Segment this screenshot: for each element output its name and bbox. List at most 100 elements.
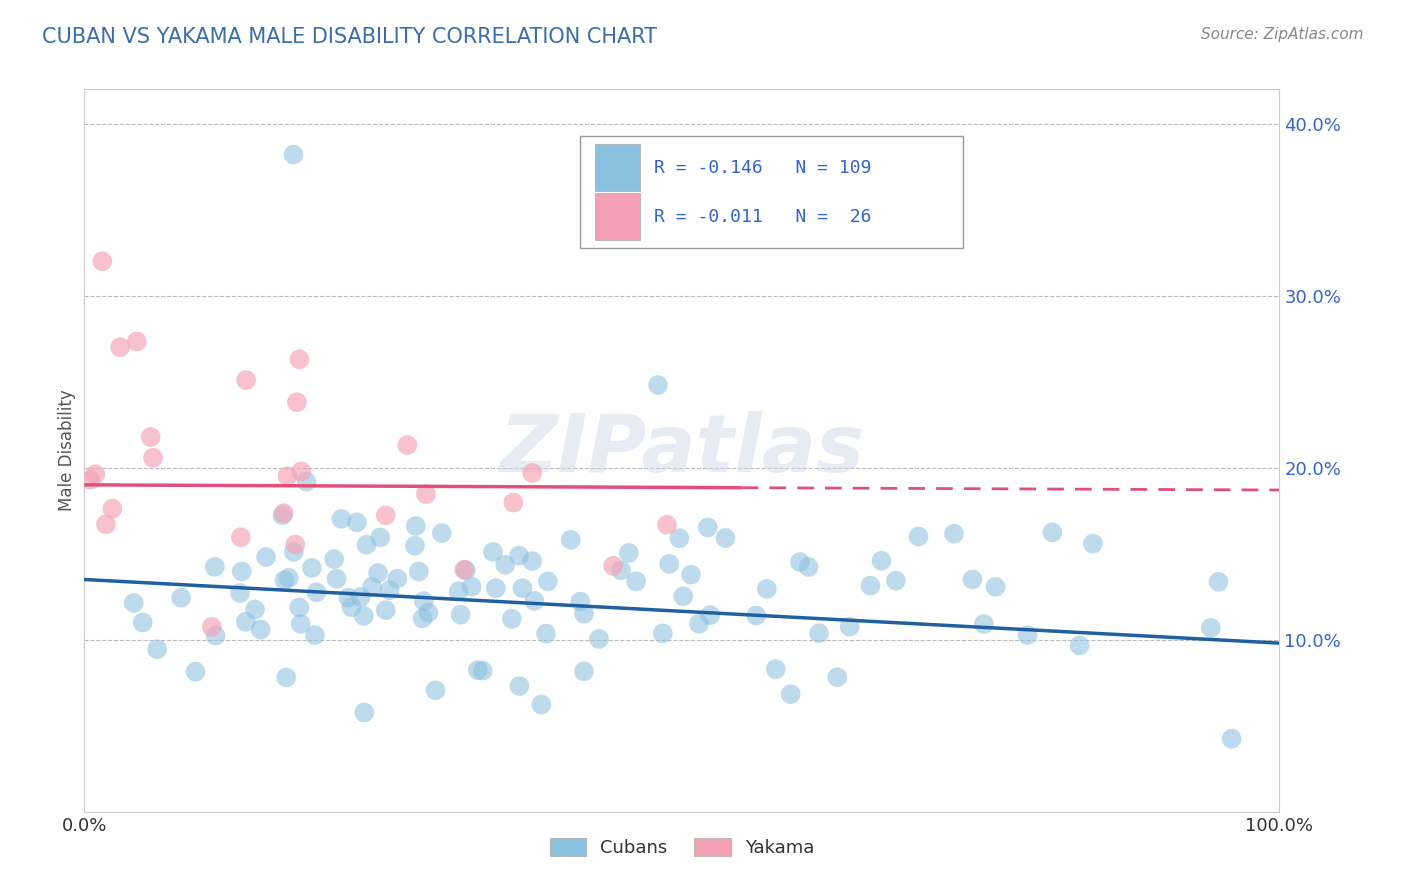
Point	[84, 467, 107, 482]
Point	[350, 590, 373, 604]
Point	[485, 581, 508, 595]
Point	[482, 545, 505, 559]
Point	[651, 626, 673, 640]
Point	[412, 594, 434, 608]
Point	[408, 565, 430, 579]
Point	[361, 580, 384, 594]
Point	[1199, 621, 1222, 635]
Point	[353, 706, 375, 720]
Point	[170, 591, 193, 605]
Point	[755, 582, 778, 596]
Point	[537, 574, 560, 589]
Point	[337, 591, 360, 605]
Point	[1220, 731, 1243, 746]
Point	[276, 670, 298, 684]
Point	[672, 590, 695, 604]
Point	[404, 539, 426, 553]
Point	[273, 506, 295, 520]
Point	[330, 512, 353, 526]
Point	[1208, 574, 1230, 589]
Point	[588, 632, 610, 646]
Point	[396, 438, 419, 452]
Point	[453, 563, 475, 577]
Point	[415, 487, 437, 501]
Point	[323, 552, 346, 566]
Point	[508, 549, 530, 563]
Point	[271, 508, 294, 523]
Point	[943, 526, 966, 541]
Point	[325, 572, 347, 586]
Point	[378, 583, 401, 598]
Point	[235, 615, 257, 629]
Point	[356, 538, 378, 552]
Point	[290, 464, 312, 478]
Point	[367, 566, 389, 580]
Point	[277, 571, 299, 585]
Point	[838, 619, 860, 633]
Text: R = -0.011   N =  26: R = -0.011 N = 26	[654, 208, 872, 226]
Point	[340, 600, 363, 615]
Point	[560, 533, 582, 547]
Point	[450, 607, 472, 622]
Point	[132, 615, 155, 630]
Point	[405, 519, 427, 533]
Point	[522, 466, 544, 480]
Point	[1081, 536, 1104, 550]
Point	[502, 495, 524, 509]
Point	[425, 683, 447, 698]
Point	[101, 501, 124, 516]
Point	[797, 560, 820, 574]
Point	[430, 526, 453, 541]
Point	[647, 378, 669, 392]
Point	[1042, 525, 1064, 540]
Text: ZIPatlas: ZIPatlas	[499, 411, 865, 490]
Point	[91, 254, 114, 268]
Point	[249, 623, 271, 637]
Point	[714, 531, 737, 545]
Point	[522, 554, 544, 568]
Point	[283, 545, 305, 559]
Point	[304, 628, 326, 642]
Point	[346, 516, 368, 530]
Point	[229, 586, 252, 600]
Point	[243, 602, 266, 616]
Point	[122, 596, 145, 610]
Point	[467, 663, 489, 677]
Legend: Cubans, Yakama: Cubans, Yakama	[543, 830, 821, 864]
Point	[418, 606, 440, 620]
Point	[523, 594, 546, 608]
Point	[368, 530, 391, 544]
Point	[962, 573, 984, 587]
Point	[412, 611, 434, 625]
Point	[288, 600, 311, 615]
Point	[984, 580, 1007, 594]
Point	[658, 557, 681, 571]
Point	[808, 626, 831, 640]
Point	[825, 670, 848, 684]
Point	[295, 475, 318, 489]
Point	[290, 616, 312, 631]
Text: Source: ZipAtlas.com: Source: ZipAtlas.com	[1201, 27, 1364, 42]
Point	[461, 580, 484, 594]
Point	[1017, 628, 1039, 642]
Point	[512, 581, 534, 595]
Bar	[595, 194, 640, 240]
Point	[789, 555, 811, 569]
Point	[142, 450, 165, 465]
Y-axis label: Male Disability: Male Disability	[58, 390, 76, 511]
Point	[301, 561, 323, 575]
Point	[530, 698, 553, 712]
Point	[283, 147, 305, 161]
Point	[688, 616, 710, 631]
Point	[231, 565, 253, 579]
Point	[471, 664, 494, 678]
Point	[1069, 639, 1091, 653]
Point	[501, 612, 523, 626]
Point	[79, 473, 101, 487]
Point	[569, 594, 592, 608]
Point	[779, 687, 801, 701]
Point	[870, 554, 893, 568]
Point	[572, 607, 595, 621]
Point	[139, 430, 162, 444]
Point	[572, 665, 595, 679]
